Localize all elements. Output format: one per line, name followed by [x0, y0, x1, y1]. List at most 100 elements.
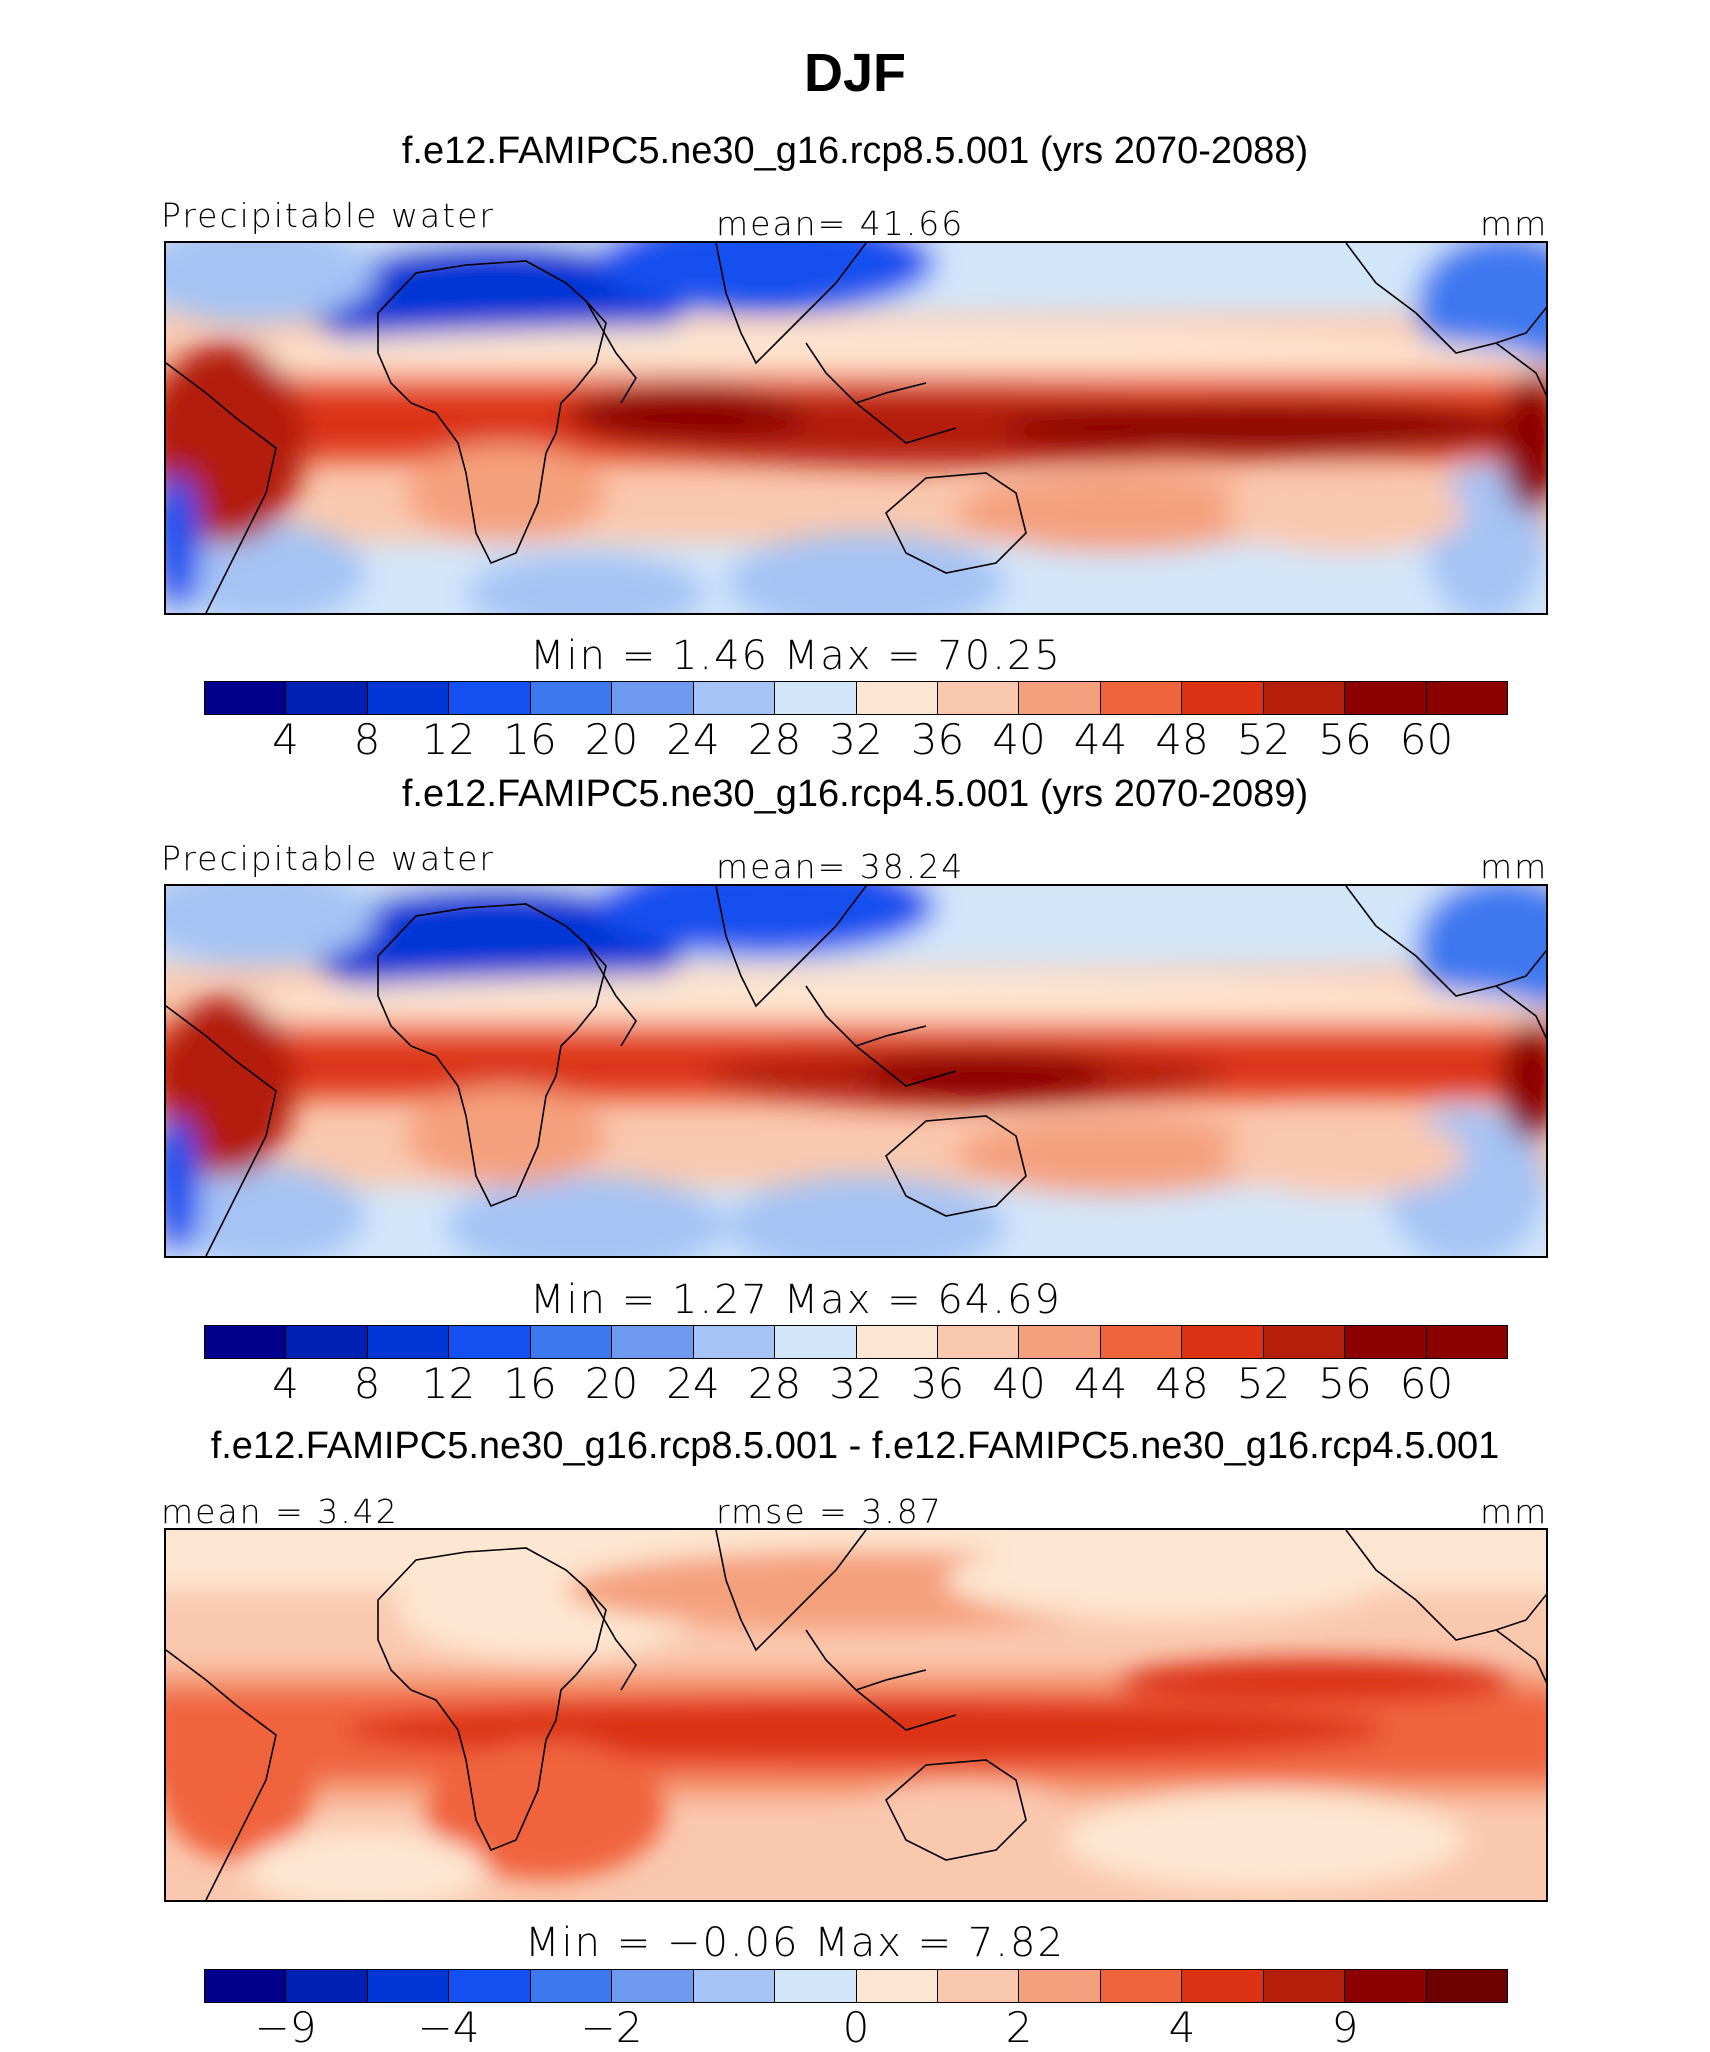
panel3-case-title: f.e12.FAMIPC5.ne30_g16.rcp8.5.001 - f.e1… — [210, 1425, 1500, 1467]
colorbar-tick-label: 24 — [666, 1359, 720, 1408]
panel1-colorbar — [204, 681, 1508, 715]
colorbar-swatch — [1100, 1970, 1183, 2002]
colorbar-swatch — [1345, 1326, 1427, 1358]
colorbar-swatch — [286, 1326, 368, 1358]
colorbar-swatch — [612, 1970, 694, 2002]
colorbar-swatch — [286, 1970, 368, 2002]
panel1-case-title: f.e12.FAMIPC5.ne30_g16.rcp8.5.001 (yrs 2… — [401, 130, 1309, 172]
colorbar-tick-label: 44 — [1073, 715, 1128, 764]
colorbar-swatch — [367, 1970, 450, 2002]
panel2-units-label: mm — [1480, 847, 1549, 886]
colorbar-tick-label: 2 — [1005, 2003, 1033, 2052]
panel1-mean-label: mean= 41.66 — [716, 204, 965, 243]
panel3-mean-label: mean = 3.42 — [161, 1492, 399, 1531]
colorbar-tick-label: 12 — [421, 715, 476, 764]
panel3-units-label: mm — [1480, 1492, 1549, 1531]
colorbar-swatch — [205, 1326, 287, 1358]
colorbar-tick-label: 32 — [829, 715, 883, 764]
colorbar-swatch — [775, 682, 857, 714]
colorbar-swatch — [530, 682, 613, 714]
colorbar-swatch — [612, 682, 694, 714]
colorbar-tick-label: 24 — [666, 715, 720, 764]
colorbar-swatch — [449, 1970, 531, 2002]
colorbar-tick-label: 44 — [1073, 1359, 1128, 1408]
colorbar-tick-label: 20 — [584, 715, 639, 764]
colorbar-swatch — [1426, 1970, 1507, 2002]
colorbar-tick-label: 40 — [992, 1359, 1046, 1408]
panel2-case-title: f.e12.FAMIPC5.ne30_g16.rcp4.5.001 (yrs 2… — [401, 773, 1309, 815]
panel1-minmax: Min = 1.46 Max = 70.25 — [530, 633, 1062, 679]
colorbar-swatch — [1426, 1326, 1507, 1358]
colorbar-swatch — [775, 1326, 857, 1358]
colorbar-swatch — [1100, 682, 1183, 714]
page-title: DJF — [803, 43, 906, 103]
colorbar-swatch — [937, 1970, 1020, 2002]
colorbar-swatch — [612, 1326, 694, 1358]
colorbar-tick-label: 9 — [1331, 2003, 1359, 2052]
colorbar-swatch — [1019, 1326, 1101, 1358]
colorbar-swatch — [449, 682, 531, 714]
colorbar-tick-label: 8 — [353, 715, 381, 764]
colorbar-tick-label: 36 — [910, 1359, 965, 1408]
colorbar-swatch — [1019, 1970, 1101, 2002]
panel1-variable-label: Precipitable water — [161, 196, 495, 235]
colorbar-swatch — [1263, 1970, 1346, 2002]
colorbar-swatch — [693, 1326, 776, 1358]
colorbar-tick-label: 40 — [992, 715, 1046, 764]
colorbar-swatch — [367, 1326, 450, 1358]
colorbar-swatch — [530, 1326, 613, 1358]
colorbar-tick-label: 4 — [1168, 2003, 1196, 2052]
colorbar-tick-label: 48 — [1155, 715, 1209, 764]
panel2-colorbar — [204, 1325, 1508, 1359]
colorbar-swatch — [1345, 1970, 1427, 2002]
colorbar-swatch — [530, 1970, 613, 2002]
colorbar-swatch — [1100, 1326, 1183, 1358]
colorbar-swatch — [1426, 682, 1507, 714]
panel2-mean-label: mean= 38.24 — [716, 847, 965, 886]
colorbar-swatch — [367, 682, 450, 714]
colorbar-tick-label: 16 — [503, 1359, 557, 1408]
colorbar-tick-label: 28 — [747, 715, 802, 764]
colorbar-swatch — [1182, 1326, 1264, 1358]
panel2-variable-label: Precipitable water — [161, 839, 495, 878]
colorbar-tick-label: 32 — [829, 1359, 883, 1408]
colorbar-tick-label: 52 — [1236, 715, 1291, 764]
colorbar-tick-label: 36 — [910, 715, 965, 764]
colorbar-swatch — [205, 1970, 287, 2002]
colorbar-tick-label: −4 — [417, 2003, 480, 2052]
colorbar-tick-label: 4 — [272, 1359, 299, 1408]
colorbar-tick-label: 48 — [1155, 1359, 1209, 1408]
colorbar-swatch — [937, 682, 1020, 714]
panel2-minmax: Min = 1.27 Max = 64.69 — [530, 1277, 1062, 1323]
colorbar-swatch — [205, 682, 287, 714]
panel1-map — [164, 241, 1548, 615]
colorbar-swatch — [937, 1326, 1020, 1358]
colorbar-swatch — [1019, 682, 1101, 714]
panel3-minmax: Min = −0.06 Max = 7.82 — [525, 1920, 1065, 1966]
colorbar-swatch — [856, 1326, 938, 1358]
colorbar-swatch — [775, 1970, 857, 2002]
panel3-colorbar — [204, 1969, 1508, 2003]
colorbar-tick-label: 56 — [1318, 1359, 1372, 1408]
colorbar-swatch — [1182, 1970, 1264, 2002]
colorbar-swatch — [856, 1970, 938, 2002]
colorbar-swatch — [449, 1326, 531, 1358]
colorbar-tick-label: 8 — [353, 1359, 381, 1408]
panel2-map — [164, 884, 1548, 1258]
panel3-rmse-label: rmse = 3.87 — [716, 1492, 943, 1531]
colorbar-tick-label: 60 — [1399, 715, 1454, 764]
colorbar-swatch — [693, 1970, 776, 2002]
colorbar-swatch — [1345, 682, 1427, 714]
colorbar-tick-label: −9 — [254, 2003, 317, 2052]
colorbar-tick-label: 12 — [421, 1359, 476, 1408]
colorbar-tick-label: 16 — [503, 715, 557, 764]
panel1-units-label: mm — [1480, 204, 1549, 243]
colorbar-tick-label: 28 — [747, 1359, 802, 1408]
colorbar-swatch — [1263, 682, 1346, 714]
colorbar-swatch — [856, 682, 938, 714]
colorbar-swatch — [1263, 1326, 1346, 1358]
colorbar-swatch — [693, 682, 776, 714]
colorbar-tick-label: 52 — [1236, 1359, 1291, 1408]
colorbar-tick-label: 60 — [1399, 1359, 1454, 1408]
colorbar-swatch — [1182, 682, 1264, 714]
